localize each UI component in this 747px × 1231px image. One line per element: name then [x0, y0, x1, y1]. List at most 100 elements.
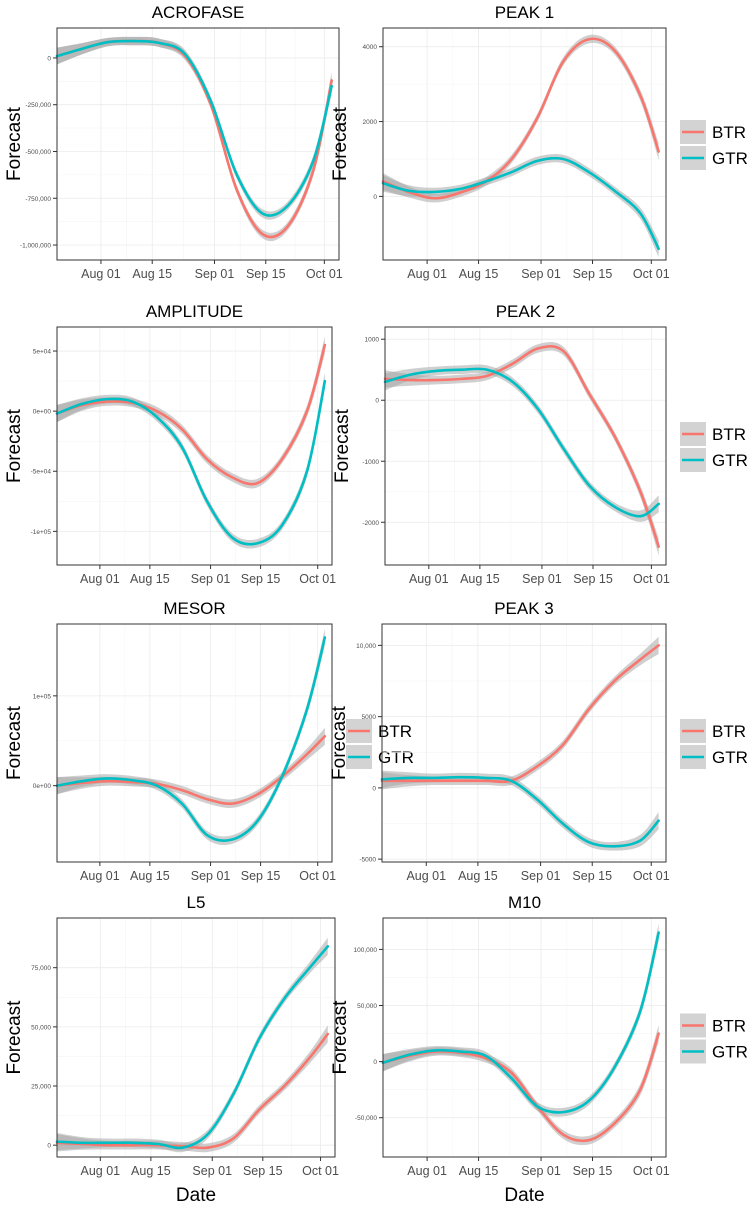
series-line-gtr [55, 636, 327, 842]
panel-border [56, 623, 333, 863]
x-tick-label: Sep 01 [192, 1164, 232, 1178]
y-axis-label: Forecast [4, 106, 25, 181]
x-tick-label: Aug 01 [407, 267, 447, 281]
y-tick-label: -2000 [362, 520, 379, 527]
gridlines [57, 624, 332, 862]
legend-label-btr: BTR [712, 722, 746, 741]
x-tick-label: Aug 15 [460, 572, 500, 586]
confidence-band-gtr [57, 937, 328, 1153]
x-tick-label: Oct 01 [633, 572, 670, 586]
y-tick-label: -1000 [362, 459, 379, 466]
panel-border [56, 917, 336, 1158]
gridlines [57, 28, 339, 260]
series-line-gtr [381, 931, 660, 1114]
y-axis-label: Forecast [332, 408, 353, 483]
x-tick-label: Sep 01 [195, 267, 235, 281]
gridlines [382, 624, 666, 862]
x-tick-label: Aug 15 [130, 869, 170, 883]
x-tick-label: Sep 01 [521, 267, 561, 281]
gridlines [57, 918, 335, 1157]
x-tick-label: Sep 01 [522, 572, 562, 586]
gridlines [383, 918, 666, 1157]
y-tick-label: 1000 [365, 337, 380, 344]
x-tick-label: Sep 15 [573, 267, 613, 281]
confidence-band-gtr [383, 153, 659, 258]
y-tick-label: -500,000 [25, 149, 51, 156]
y-tick-label: 75,000 [31, 965, 51, 972]
x-tick-label: Aug 01 [406, 869, 446, 883]
x-tick-label: Sep 01 [521, 869, 561, 883]
x-tick-label: Oct 01 [306, 267, 343, 281]
y-tick-label: 50,000 [357, 1003, 377, 1010]
panel-title: PEAK 1 [495, 3, 555, 22]
gridlines [57, 327, 332, 565]
y-tick-label: 0e+00 [33, 409, 52, 416]
y-tick-label: 0 [372, 785, 376, 792]
panel-border [382, 27, 667, 261]
x-tick-label: Aug 01 [81, 267, 121, 281]
series-line-gtr [55, 379, 327, 546]
panel-1: Aug 01 Aug 15 Sep 01 Sep 15 Oct 01 0 2000 4000 P… [330, 3, 747, 281]
legend-label-gtr: GTR [378, 748, 414, 767]
panel-border [381, 623, 667, 863]
x-tick-label: Aug 01 [80, 572, 120, 586]
legend-label-gtr: GTR [712, 1043, 747, 1062]
y-tick-label: 2000 [363, 119, 378, 126]
panel-border [382, 917, 667, 1158]
series-line-gtr [55, 39, 333, 217]
y-tick-label: 1e+05 [33, 693, 52, 700]
legend-label-btr: BTR [712, 123, 746, 142]
confidence-band-gtr [385, 364, 659, 522]
legend: BTR GTR [680, 719, 747, 769]
y-tick-label: 4000 [363, 44, 378, 51]
x-tick-label: Aug 15 [132, 267, 172, 281]
x-tick-label: Oct 01 [302, 1164, 339, 1178]
legend: BTR GTR [680, 422, 747, 472]
y-tick-label: -5e+04 [31, 469, 52, 476]
series-line-gtr [383, 367, 660, 518]
series-line-btr [381, 37, 660, 200]
x-tick-label: Sep 15 [241, 572, 281, 586]
y-tick-label: 0 [373, 1059, 377, 1066]
y-tick-label: 0 [47, 55, 51, 62]
x-tick-label: Aug 15 [458, 869, 498, 883]
x-tick-label: Aug 15 [459, 1164, 499, 1178]
series-line-btr [383, 344, 660, 548]
legend: BTR GTR [680, 1013, 747, 1064]
series-line-gtr [381, 156, 660, 251]
legend: BTR GTR [680, 120, 747, 170]
panel-title: AMPLITUDE [146, 302, 243, 321]
panel-3: Aug 01 Aug 15 Sep 01 Sep 15 Oct 01 1000 0 -1000… [332, 302, 747, 586]
confidence-band-btr [57, 1025, 328, 1153]
y-tick-label: -1,000,000 [20, 243, 51, 250]
legend: BTR GTR [346, 719, 414, 769]
x-tick-label: Sep 01 [191, 869, 231, 883]
legend-label-gtr: GTR [712, 451, 747, 470]
series-line-gtr [55, 945, 330, 1150]
x-tick-label: Sep 01 [191, 572, 231, 586]
y-tick-label: -5000 [359, 857, 376, 864]
legend-label-btr: BTR [712, 425, 746, 444]
series-line-btr [55, 343, 327, 486]
panel-2: Aug 01 Aug 15 Sep 01 Sep 15 Oct 01 5e+04 0e+00… [4, 302, 336, 586]
y-tick-label: 0 [47, 1143, 51, 1150]
x-tick-label: Oct 01 [299, 869, 336, 883]
panel-0: Aug 01 Aug 15 Sep 01 Sep 15 Oct 01 0 -250,000 -… [4, 3, 343, 281]
panel-border [56, 27, 340, 261]
panel-title: M10 [508, 893, 541, 912]
legend-label-btr: BTR [378, 722, 412, 741]
legend-label-btr: BTR [712, 1017, 746, 1036]
x-tick-label: Sep 15 [243, 1164, 283, 1178]
y-tick-label: -50,000 [355, 1115, 377, 1122]
panel-5: Aug 01 Aug 15 Sep 01 Sep 15 Oct 01 10,000 5000… [329, 599, 747, 883]
x-tick-label: Sep 15 [241, 869, 281, 883]
series-line-btr [55, 39, 333, 239]
y-tick-label: -750,000 [25, 196, 51, 203]
legend-label-gtr: GTR [712, 748, 747, 767]
y-axis-label: Forecast [329, 705, 350, 780]
x-tick-label: Aug 15 [130, 572, 170, 586]
y-tick-label: 100,000 [354, 947, 378, 954]
x-tick-label: Aug 01 [409, 572, 449, 586]
x-axis-label: Date [504, 1185, 544, 1206]
